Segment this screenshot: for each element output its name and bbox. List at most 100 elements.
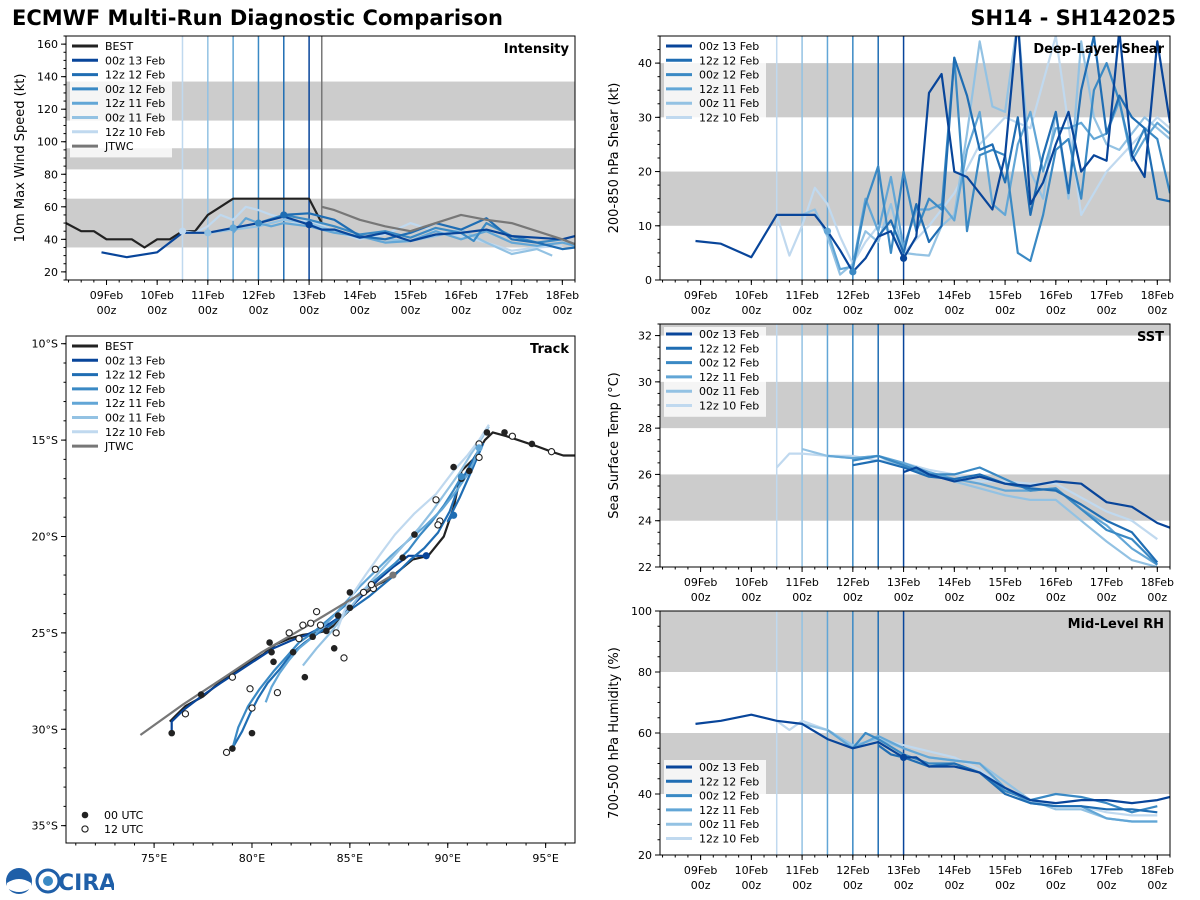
x-tick-sublabel: 00z [792, 591, 812, 604]
panel-title: Track [530, 342, 569, 357]
x-tick-label: 17Feb [1090, 289, 1123, 302]
track-marker-12utc [228, 673, 237, 681]
panel-title: Deep-Layer Shear [1033, 42, 1164, 57]
x-tick-sublabel: 00z [792, 879, 812, 892]
legend-label: 00z 12 Feb [699, 790, 759, 803]
track-marker-00utc [334, 612, 342, 619]
track-marker-current [450, 511, 458, 519]
panel-shear: 09Feb 00z 10Feb 00z 11Feb 00z 12Feb 00z 13Feb 00z… [607, 35, 1174, 317]
legend-label: 12z 10 Feb [105, 126, 165, 139]
track-marker-12utc [222, 748, 231, 757]
y-tick-label: 20 [44, 266, 58, 279]
x-tick-label: 09Feb [684, 864, 717, 877]
init-marker [204, 229, 212, 237]
track-line [139, 574, 394, 736]
x-tick-sublabel: 00z [995, 591, 1015, 604]
x-tick-label: 09Feb [684, 289, 717, 302]
x-tick-label: 12Feb [836, 864, 869, 877]
track-marker-current [389, 571, 397, 579]
track-marker-12utc [316, 621, 325, 629]
x-tick-label: 10Feb [735, 576, 768, 589]
panel-title: Intensity [504, 42, 570, 57]
track-marker-00utc [450, 463, 457, 471]
track-marker-12utc [371, 565, 379, 573]
x-tick-label: 12Feb [242, 289, 275, 302]
legend-label: 00z 11 Feb [699, 818, 759, 831]
legend-label: 12z 11 Feb [699, 83, 759, 96]
axes-frame [659, 323, 1171, 568]
panel-title: SST [1137, 330, 1164, 345]
axes-frame [659, 610, 1171, 856]
series-line [66, 197, 323, 249]
y-tick-label: 30°S [32, 723, 58, 736]
init-marker [899, 254, 908, 262]
x-tick-sublabel: 00z [1097, 304, 1117, 317]
x-tick-sublabel: 00z [147, 304, 167, 317]
series-line [695, 36, 1170, 273]
legend-box [70, 39, 172, 158]
x-tick-label: 14Feb [938, 289, 971, 302]
x-tick-label: 09Feb [90, 289, 123, 302]
track-marker-current [475, 444, 483, 452]
x-tick-label: 16Feb [1039, 864, 1072, 877]
y-tick-label: 20°S [32, 530, 58, 543]
track-marker-00utc [411, 531, 418, 538]
init-marker [229, 224, 237, 232]
x-tick-label: 80°E [239, 852, 265, 865]
series-line [852, 454, 1159, 566]
track-marker-00utc [168, 729, 176, 737]
legend-label: 12z 12 Feb [105, 369, 165, 382]
x-tick-label: 18Feb [1141, 289, 1174, 302]
plot-area [139, 424, 575, 757]
x-tick-label: 14Feb [938, 864, 971, 877]
track-marker-12utc [299, 621, 307, 629]
y-tick-label: 40 [44, 233, 58, 246]
y-tick-label: 30 [638, 111, 652, 124]
series-line [851, 56, 1170, 270]
track-line [264, 447, 481, 703]
legend-label: 00z 13 Feb [699, 328, 759, 341]
x-tick-label: 17Feb [495, 289, 528, 302]
legend-label: 12z 12 Feb [699, 775, 759, 788]
x-tick-sublabel: 00z [350, 304, 370, 317]
y-tick-label: 32 [638, 330, 652, 343]
threshold-band [660, 324, 1170, 336]
y-tick-label: 80 [638, 666, 652, 679]
x-tick-sublabel: 00z [552, 304, 572, 317]
x-tick-sublabel: 00z [299, 304, 319, 317]
legend-box [70, 339, 172, 458]
x-tick-label: 15Feb [394, 289, 427, 302]
init-marker [823, 227, 832, 235]
legend-label: 00z 12 Feb [105, 83, 165, 96]
track-marker-00utc [248, 729, 256, 737]
x-tick-sublabel: 00z [843, 879, 863, 892]
track-marker-00utc [399, 554, 407, 561]
series-line [775, 36, 1170, 265]
x-tick-label: 11Feb [785, 576, 818, 589]
x-tick-label: 10Feb [140, 289, 173, 302]
x-tick-sublabel: 00z [995, 304, 1015, 317]
x-tick-sublabel: 00z [792, 304, 812, 317]
x-tick-label: 17Feb [1090, 576, 1123, 589]
init-marker [178, 227, 187, 235]
panel-track: 75°E 80°E 85°E 90°E 95°E 10°S 15°S 20°S 25°S 30°S… [32, 335, 576, 865]
x-tick-label: 16Feb [444, 289, 477, 302]
legend-label: BEST [105, 40, 133, 53]
panel-title: Mid-Level RH [1068, 617, 1164, 632]
y-tick-label: 140 [37, 71, 58, 84]
x-tick-label: 13Feb [292, 289, 325, 302]
track-marker-12utc [367, 581, 376, 589]
x-tick-sublabel: 00z [401, 304, 421, 317]
track-marker-00utc [289, 648, 297, 656]
x-tick-sublabel: 00z [249, 304, 269, 317]
legend-label: 12 UTC [104, 823, 144, 836]
track-marker-12utc [359, 588, 368, 597]
x-tick-sublabel: 00z [741, 879, 761, 892]
y-tick-label: 120 [37, 103, 58, 116]
series-line [851, 731, 1158, 814]
x-tick-label: 15Feb [988, 576, 1021, 589]
init-marker [899, 753, 908, 762]
axes-frame [659, 35, 1171, 281]
x-tick-sublabel: 00z [843, 591, 863, 604]
